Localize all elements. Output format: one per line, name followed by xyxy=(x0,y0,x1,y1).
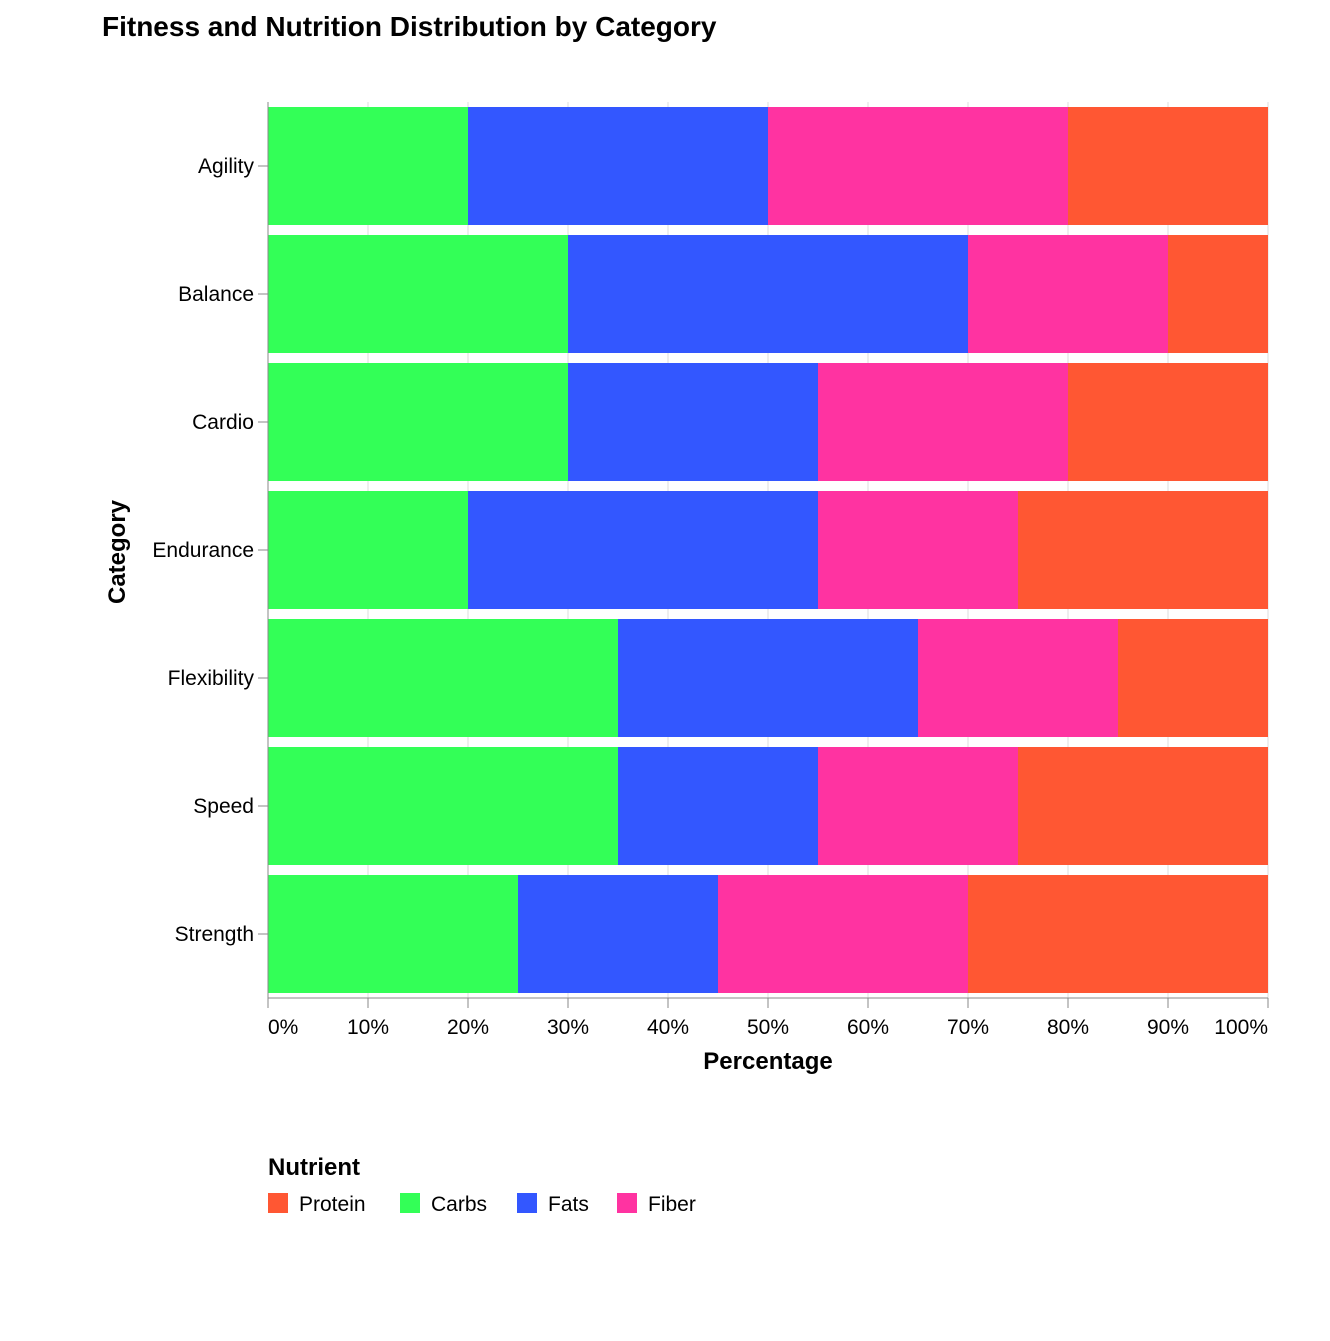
bar-speed-carbs xyxy=(268,747,618,865)
x-tick-label: 70% xyxy=(947,1016,989,1039)
legend-label-protein: Protein xyxy=(299,1193,366,1216)
x-tick-label: 60% xyxy=(847,1016,889,1039)
bar-balance-carbs xyxy=(268,235,568,353)
y-tick-label: Flexibility xyxy=(168,667,255,690)
axes: 0% 10% 20% 30% 40% 50% 60% 70% 80% 90% 100% Agility… xyxy=(152,102,1269,1039)
bar-cardio-protein xyxy=(1068,363,1268,481)
bar-strength-protein xyxy=(968,875,1268,993)
bar-endurance-protein xyxy=(1018,491,1268,609)
y-tick-label: Speed xyxy=(193,795,254,818)
bar-agility-fats xyxy=(468,107,768,225)
bar-agility-fiber xyxy=(768,107,1068,225)
legend-swatch-fiber xyxy=(617,1193,637,1213)
bar-endurance-fiber xyxy=(818,491,1018,609)
legend-swatch-carbs xyxy=(400,1193,420,1213)
bar-speed-fiber xyxy=(818,747,1018,865)
bar-flexibility-protein xyxy=(1118,619,1268,737)
legend-title: Nutrient xyxy=(268,1154,360,1181)
bar-balance-fiber xyxy=(968,235,1168,353)
x-tick-label: 0% xyxy=(268,1016,298,1039)
bar-balance-fats xyxy=(568,235,968,353)
bar-agility-protein xyxy=(1068,107,1268,225)
legend-swatch-protein xyxy=(268,1193,288,1213)
y-tick-label: Strength xyxy=(175,923,254,946)
bar-balance-protein xyxy=(1168,235,1268,353)
bar-strength-fats xyxy=(518,875,718,993)
bar-cardio-fiber xyxy=(818,363,1068,481)
bar-speed-protein xyxy=(1018,747,1268,865)
y-tick-label: Balance xyxy=(178,283,254,306)
y-tick-label: Endurance xyxy=(152,539,254,562)
x-tick-label: 40% xyxy=(647,1016,689,1039)
bar-endurance-fats xyxy=(468,491,818,609)
bar-speed-fats xyxy=(618,747,818,865)
x-tick-label: 100% xyxy=(1214,1016,1268,1039)
bar-strength-fiber xyxy=(718,875,968,993)
chart-title: Fitness and Nutrition Distribution by Ca… xyxy=(102,11,717,42)
bar-cardio-carbs xyxy=(268,363,568,481)
bar-flexibility-fiber xyxy=(918,619,1118,737)
legend: Nutrient Protein Carbs Fats Fiber xyxy=(268,1154,696,1216)
x-tick-label: 50% xyxy=(747,1016,789,1039)
legend-label-fiber: Fiber xyxy=(648,1193,696,1216)
y-axis-title: Category xyxy=(104,499,131,604)
bar-flexibility-carbs xyxy=(268,619,618,737)
x-tick-label: 10% xyxy=(347,1016,389,1039)
bar-endurance-carbs xyxy=(268,491,468,609)
y-tick-label: Agility xyxy=(198,155,255,178)
x-axis-title: Percentage xyxy=(703,1048,832,1075)
bar-flexibility-fats xyxy=(618,619,918,737)
x-tick-label: 20% xyxy=(447,1016,489,1039)
x-tick-label: 90% xyxy=(1147,1016,1189,1039)
bar-cardio-fats xyxy=(568,363,818,481)
bar-agility-carbs xyxy=(268,107,468,225)
x-tick-label: 30% xyxy=(547,1016,589,1039)
x-tick-label: 80% xyxy=(1047,1016,1089,1039)
bar-strength-carbs xyxy=(268,875,518,993)
legend-label-fats: Fats xyxy=(548,1193,589,1216)
legend-swatch-fats xyxy=(517,1193,537,1213)
y-tick-label: Cardio xyxy=(192,411,254,434)
legend-label-carbs: Carbs xyxy=(431,1193,487,1216)
bars xyxy=(268,107,1268,993)
